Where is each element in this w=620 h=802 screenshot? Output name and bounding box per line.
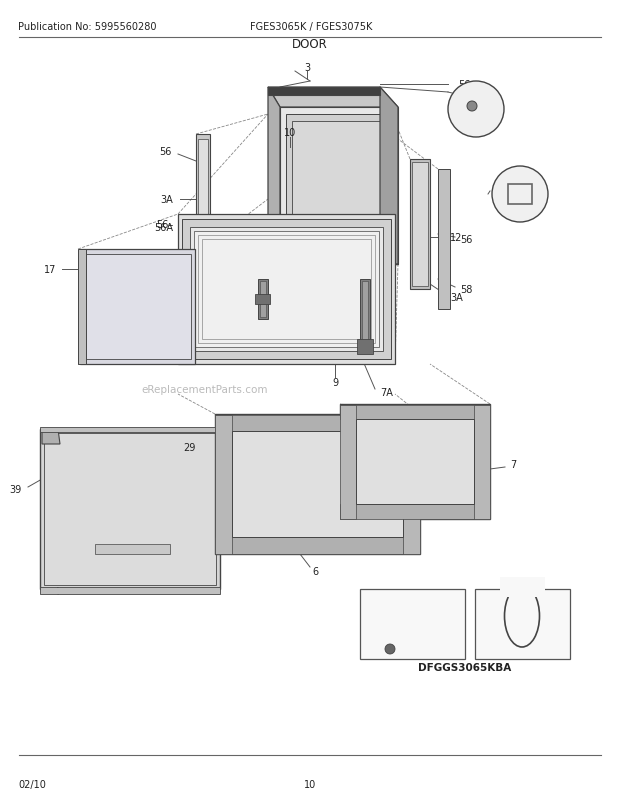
Polygon shape [260,282,266,318]
Bar [360,589,465,659]
Polygon shape [40,429,220,589]
Polygon shape [215,537,420,554]
Text: 39: 39 [10,484,22,494]
Text: 3A: 3A [450,293,463,302]
Text: 29: 29 [184,443,196,452]
Text: 23: 23 [382,346,394,357]
Text: 56A: 56A [154,223,173,233]
Polygon shape [357,339,373,354]
Text: eReplacementParts.com: eReplacementParts.com [142,384,268,395]
Polygon shape [42,429,60,444]
Polygon shape [403,415,420,554]
Text: 58: 58 [460,285,472,294]
Polygon shape [280,107,398,265]
Polygon shape [438,170,450,310]
Circle shape [448,82,504,138]
Text: 56: 56 [458,80,471,90]
Text: 17: 17 [43,265,56,274]
Polygon shape [340,404,490,520]
Polygon shape [84,255,191,359]
Text: DFGGS3065KBA: DFGGS3065KBA [418,662,511,672]
Polygon shape [362,282,368,347]
Text: 10: 10 [495,183,507,192]
Polygon shape [292,122,386,252]
Polygon shape [215,415,420,554]
Text: 7: 7 [510,460,516,469]
Polygon shape [268,88,398,107]
Text: 64: 64 [375,597,386,607]
Text: 7A: 7A [380,387,393,398]
Polygon shape [40,587,220,594]
Text: 42: 42 [392,637,403,646]
Polygon shape [340,406,490,419]
Text: 17: 17 [148,357,161,367]
Polygon shape [255,294,270,305]
Polygon shape [78,249,86,365]
Polygon shape [190,228,383,351]
Circle shape [467,102,477,111]
Polygon shape [80,249,195,365]
Polygon shape [474,406,490,520]
Polygon shape [198,140,208,249]
Text: 56: 56 [460,235,472,245]
Text: 4: 4 [54,586,60,596]
Polygon shape [215,415,232,554]
Text: 7: 7 [350,447,356,456]
Polygon shape [258,280,268,320]
Text: 10: 10 [304,779,316,789]
Text: 7A: 7A [366,534,378,545]
Polygon shape [360,280,370,350]
Polygon shape [412,163,428,286]
Text: 56: 56 [159,147,172,157]
Text: 23: 23 [224,293,236,302]
Text: 16: 16 [215,313,228,322]
Polygon shape [178,215,395,365]
Circle shape [492,167,548,223]
Text: Publication No: 5995560280: Publication No: 5995560280 [18,22,156,32]
Text: 56–: 56– [156,220,173,229]
Polygon shape [268,88,280,265]
Polygon shape [340,406,356,520]
Polygon shape [268,88,380,96]
Text: 12: 12 [450,233,463,243]
Polygon shape [44,433,216,585]
Text: 3: 3 [304,63,310,73]
Polygon shape [40,427,220,432]
Polygon shape [232,431,403,537]
Text: FGES3065K / FGES3075K: FGES3065K / FGES3075K [250,22,373,32]
Text: 6: 6 [312,566,318,577]
Polygon shape [380,88,398,265]
Polygon shape [182,220,391,359]
Text: 3A: 3A [160,195,173,205]
Bar [475,589,570,659]
Bar [500,577,545,597]
Text: 29: 29 [440,435,453,444]
Polygon shape [410,160,430,290]
Polygon shape [286,115,392,257]
Polygon shape [215,415,420,431]
Polygon shape [356,419,474,504]
Text: DOOR: DOOR [292,38,328,51]
Text: 10: 10 [284,128,296,138]
Polygon shape [194,232,379,347]
Circle shape [385,644,395,654]
Text: 18: 18 [490,595,502,604]
Text: 9: 9 [332,378,338,387]
Polygon shape [95,545,170,554]
Text: 02/10: 02/10 [18,779,46,789]
Polygon shape [196,135,210,255]
Polygon shape [340,504,490,520]
